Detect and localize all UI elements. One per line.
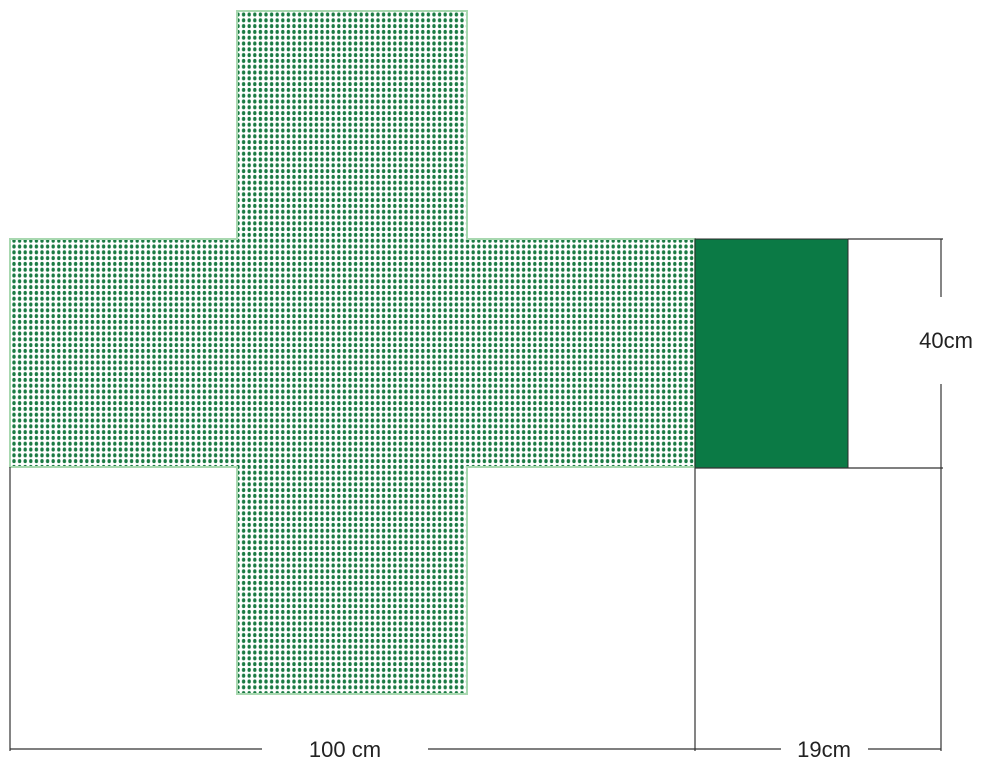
dimension-lines: [9, 238, 943, 751]
depth-label: 19cm: [797, 737, 851, 762]
side-panel-solid: [694, 238, 849, 469]
cross-face-dotted: [9, 10, 696, 695]
width-label: 100 cm: [309, 737, 381, 762]
height-label: 40cm: [919, 328, 973, 353]
